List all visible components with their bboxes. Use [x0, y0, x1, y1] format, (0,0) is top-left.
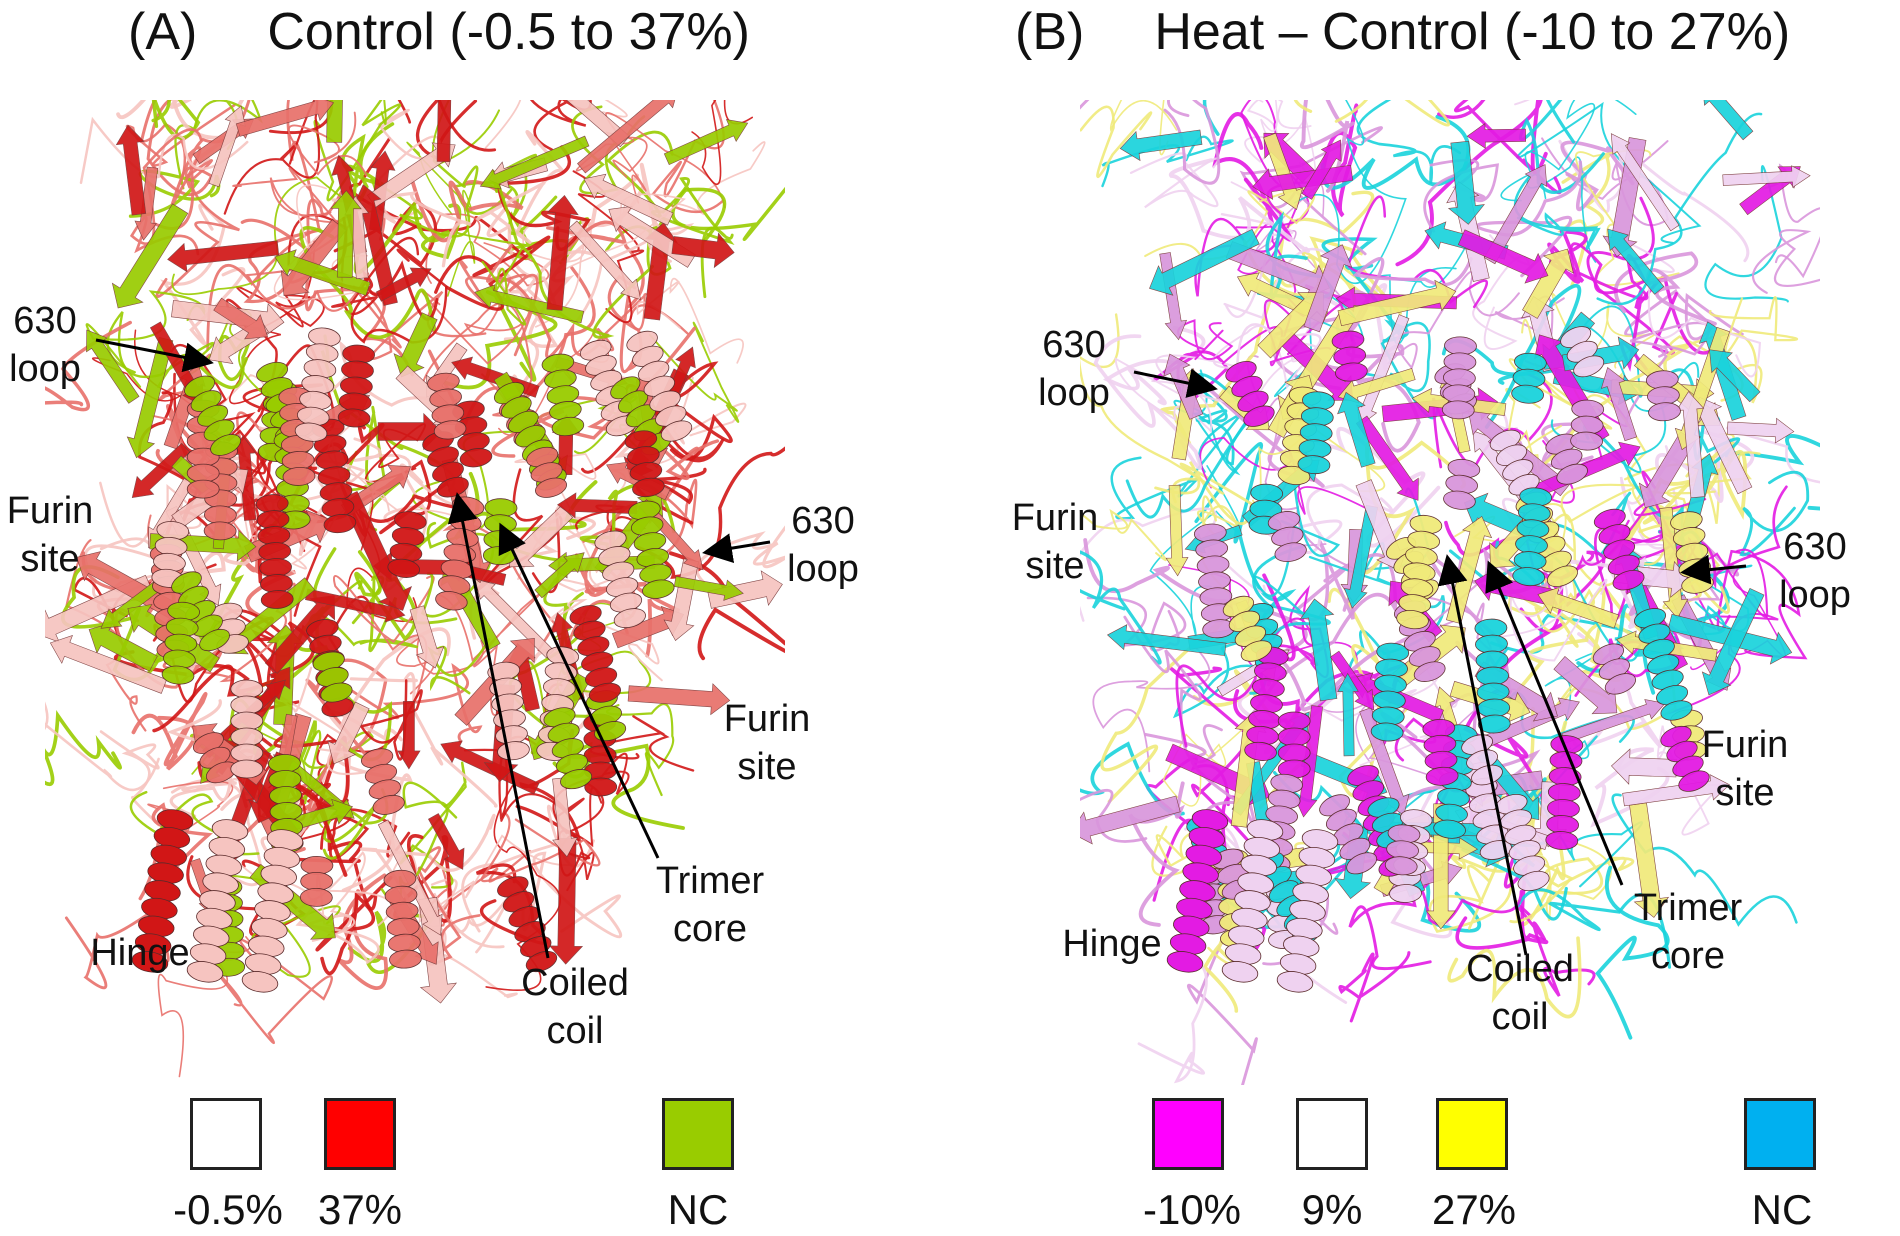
- label-b-hinge: Hinge: [1062, 923, 1162, 965]
- legend-b-value-min: -10%: [1142, 1186, 1242, 1233]
- label-b-furin-site-right: Furin site: [1701, 724, 1789, 814]
- legend-b-value-mid: 9%: [1301, 1186, 1363, 1233]
- legend-b-value-nc: NC: [1751, 1186, 1813, 1233]
- arrow-a-630-right: [702, 533, 771, 563]
- panel-b-protein-structure: [1080, 100, 1820, 1085]
- arrow-b-coiled-coil: [1437, 554, 1528, 956]
- label-a-trimer-core: Trimer core: [655, 860, 765, 950]
- label-b-630-loop-right: 630 loop: [1779, 526, 1851, 616]
- panel-a-letter: (A): [128, 3, 198, 61]
- panel-b-title-text: Heat – Control (-10 to 27%): [1154, 3, 1791, 61]
- arrow-b-630-right: [1680, 554, 1747, 585]
- panel-a-title: (A) Control (-0.5 to 37%): [128, 2, 750, 62]
- panel-a-protein-structure: [45, 100, 785, 1078]
- label-a-630-loop-right: 630 loop: [787, 500, 859, 590]
- legend-b-swatch-min: [1152, 1098, 1224, 1170]
- arrow-b-trimer-core: [1485, 560, 1624, 886]
- legend-a-value-max: 37%: [317, 1186, 403, 1233]
- panel-b-letter: (B): [1015, 3, 1085, 61]
- arrow-b-630-left: [1133, 368, 1218, 398]
- legend-a-swatch-nc: [662, 1098, 734, 1170]
- label-b-furin-site-left: Furin site: [1011, 497, 1099, 587]
- legend-b-swatch-mid: [1296, 1098, 1368, 1170]
- legend-a-swatch-min: [190, 1098, 262, 1170]
- panel-a-title-text: Control (-0.5 to 37%): [267, 3, 750, 61]
- label-a-hinge: Hinge: [90, 932, 190, 974]
- legend-a-value-min: -0.5%: [173, 1186, 283, 1233]
- label-b-trimer-core: Trimer core: [1633, 887, 1743, 977]
- legend-b-swatch-nc: [1744, 1098, 1816, 1170]
- arrow-a-630-left: [95, 338, 214, 373]
- legend-a-value-nc: NC: [667, 1186, 729, 1233]
- legend-b-value-max: 27%: [1431, 1186, 1517, 1233]
- label-a-furin-site-left: Furin site: [6, 490, 94, 580]
- panel-b-title: (B) Heat – Control (-10 to 27%): [1015, 2, 1790, 62]
- label-b-coiled-coil: Coiled coil: [1466, 948, 1574, 1038]
- arrow-a-trimer-core: [498, 522, 660, 859]
- label-a-630-loop-left: 630 loop: [9, 300, 81, 390]
- label-b-630-loop-left: 630 loop: [1038, 324, 1110, 414]
- legend-b-swatch-max: [1436, 1098, 1508, 1170]
- arrow-a-coiled-coil: [447, 492, 550, 959]
- legend-a-swatch-max: [324, 1098, 396, 1170]
- label-a-coiled-coil: Coiled coil: [521, 962, 629, 1052]
- label-a-furin-site-right: Furin site: [723, 698, 811, 788]
